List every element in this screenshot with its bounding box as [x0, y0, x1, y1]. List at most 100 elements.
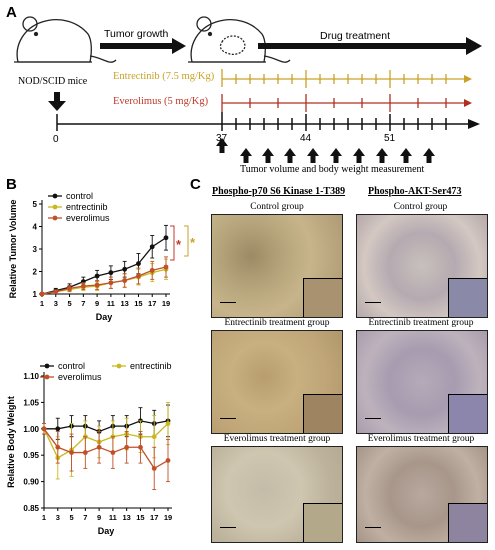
significance-bracket [184, 225, 189, 257]
measurement-arrows [216, 138, 435, 163]
body-weight-chart: 0.850.900.951.001.051.101 3 5 7 9 11 13 15 17 19D… [6, 361, 172, 536]
x-tick-label: 11 [109, 513, 117, 522]
x-tick-label: 11 [107, 299, 115, 308]
y-tick-label: 0.95 [23, 451, 39, 460]
data-point [165, 458, 171, 463]
data-point [108, 280, 114, 286]
data-point [41, 426, 47, 432]
y-axis-label: Relative Body Weight [6, 396, 16, 488]
mouse-illustration-left [14, 16, 117, 63]
everolimus-schedule-line [221, 94, 472, 112]
mice-injection-arrow [48, 92, 66, 111]
x-tick-label: 9 [95, 299, 99, 308]
scale-bar [220, 527, 236, 528]
row-label-control-left: Control group [250, 202, 304, 212]
y-tick-label: 0.85 [23, 504, 39, 513]
day-44-label: 44 [300, 133, 312, 144]
series-control [39, 224, 169, 297]
panel-c-letter: C [190, 176, 201, 193]
data-point [165, 421, 171, 426]
tumor-growth-label: Tumor growth [104, 28, 169, 40]
entrectinib-schedule-line [221, 69, 472, 88]
drug-treatment-arrow [258, 37, 482, 55]
scale-bar [365, 418, 381, 419]
data-point [110, 450, 116, 455]
legend-label: everolimus [66, 213, 110, 223]
x-tick-label: 13 [120, 299, 128, 308]
y-tick-label: 0.90 [23, 478, 39, 487]
data-point [122, 266, 128, 272]
scale-bar [365, 527, 381, 528]
x-tick-label: 15 [134, 299, 142, 308]
legend-marker [52, 215, 58, 221]
panel-b-letter: B [6, 176, 17, 193]
y-tick-label: 1.00 [23, 425, 39, 434]
x-tick-label: 5 [67, 299, 71, 308]
data-point [55, 444, 61, 450]
mouse-with-tumor-illustration [188, 16, 291, 63]
y-tick-label: 1.05 [23, 398, 39, 407]
magnified-inset [303, 394, 342, 433]
x-axis-label: Day [98, 526, 115, 536]
legend-label: entrectinib [66, 202, 108, 212]
legend-label: entrectinib [130, 361, 172, 371]
data-point [138, 444, 143, 450]
y-tick-label: 5 [33, 200, 38, 209]
series-line [44, 420, 169, 433]
y-axis-label: Relative Tumor Volume [8, 200, 18, 299]
scale-bar [365, 302, 381, 303]
day-37-label: 37 [216, 133, 228, 144]
y-tick-label: 3 [33, 245, 38, 254]
ihc-image-p70s6k-control [211, 214, 343, 318]
series-line [43, 423, 169, 459]
data-point [39, 291, 45, 297]
data-point [163, 264, 169, 270]
y-tick-label: 4 [33, 223, 38, 232]
data-point [82, 450, 88, 455]
drug-treatment-label: Drug treatment [320, 30, 391, 42]
data-point [151, 434, 157, 440]
everolimus-dose-label: Everolimus (5 mg/Kg) [113, 96, 209, 107]
tumor-growth-arrow [100, 38, 186, 54]
row-label-control-right: Control group [393, 202, 448, 212]
panel-a-letter: A [6, 4, 17, 21]
row-label-entrectinib-left: Entrectinib treatment group [224, 318, 330, 328]
data-point [69, 450, 74, 455]
data-point [67, 285, 72, 291]
entrectinib-dose-label: Entrectinib (7.5 mg/Kg) [113, 71, 215, 82]
x-tick-label: 5 [69, 513, 73, 522]
x-tick-label: 19 [164, 513, 172, 522]
x-tick-label: 7 [83, 513, 87, 522]
x-axis-label: Day [96, 312, 113, 322]
scale-bar [220, 418, 236, 419]
mice-label: NOD/SCID mice [18, 76, 88, 87]
data-point [149, 267, 155, 273]
measurement-label: Tumor volume and body weight measurement [240, 164, 425, 175]
y-tick-label: 1.10 [23, 372, 39, 381]
x-tick-label: 15 [136, 513, 144, 522]
legend-marker [44, 374, 50, 380]
legend-marker [116, 363, 122, 369]
magnified-inset [448, 278, 487, 317]
scale-bar [220, 302, 236, 303]
significance-bracket [170, 225, 175, 261]
data-point [163, 235, 169, 241]
x-tick-label: 7 [81, 299, 85, 308]
x-tick-label: 1 [40, 299, 44, 308]
x-tick-label: 13 [122, 513, 130, 522]
x-tick-label: 17 [148, 299, 156, 308]
legend-marker [52, 193, 58, 199]
data-point [53, 289, 59, 295]
timeline [56, 112, 480, 131]
series-line [41, 237, 167, 295]
data-point [80, 283, 86, 289]
magnified-inset [448, 394, 487, 433]
significance-marker: * [190, 235, 196, 250]
y-tick-label: 2 [33, 268, 38, 277]
data-point [136, 273, 141, 279]
legend-label: everolimus [58, 372, 102, 382]
magnified-inset [303, 503, 342, 542]
day-51-label: 51 [384, 133, 396, 144]
series-line [41, 266, 167, 295]
